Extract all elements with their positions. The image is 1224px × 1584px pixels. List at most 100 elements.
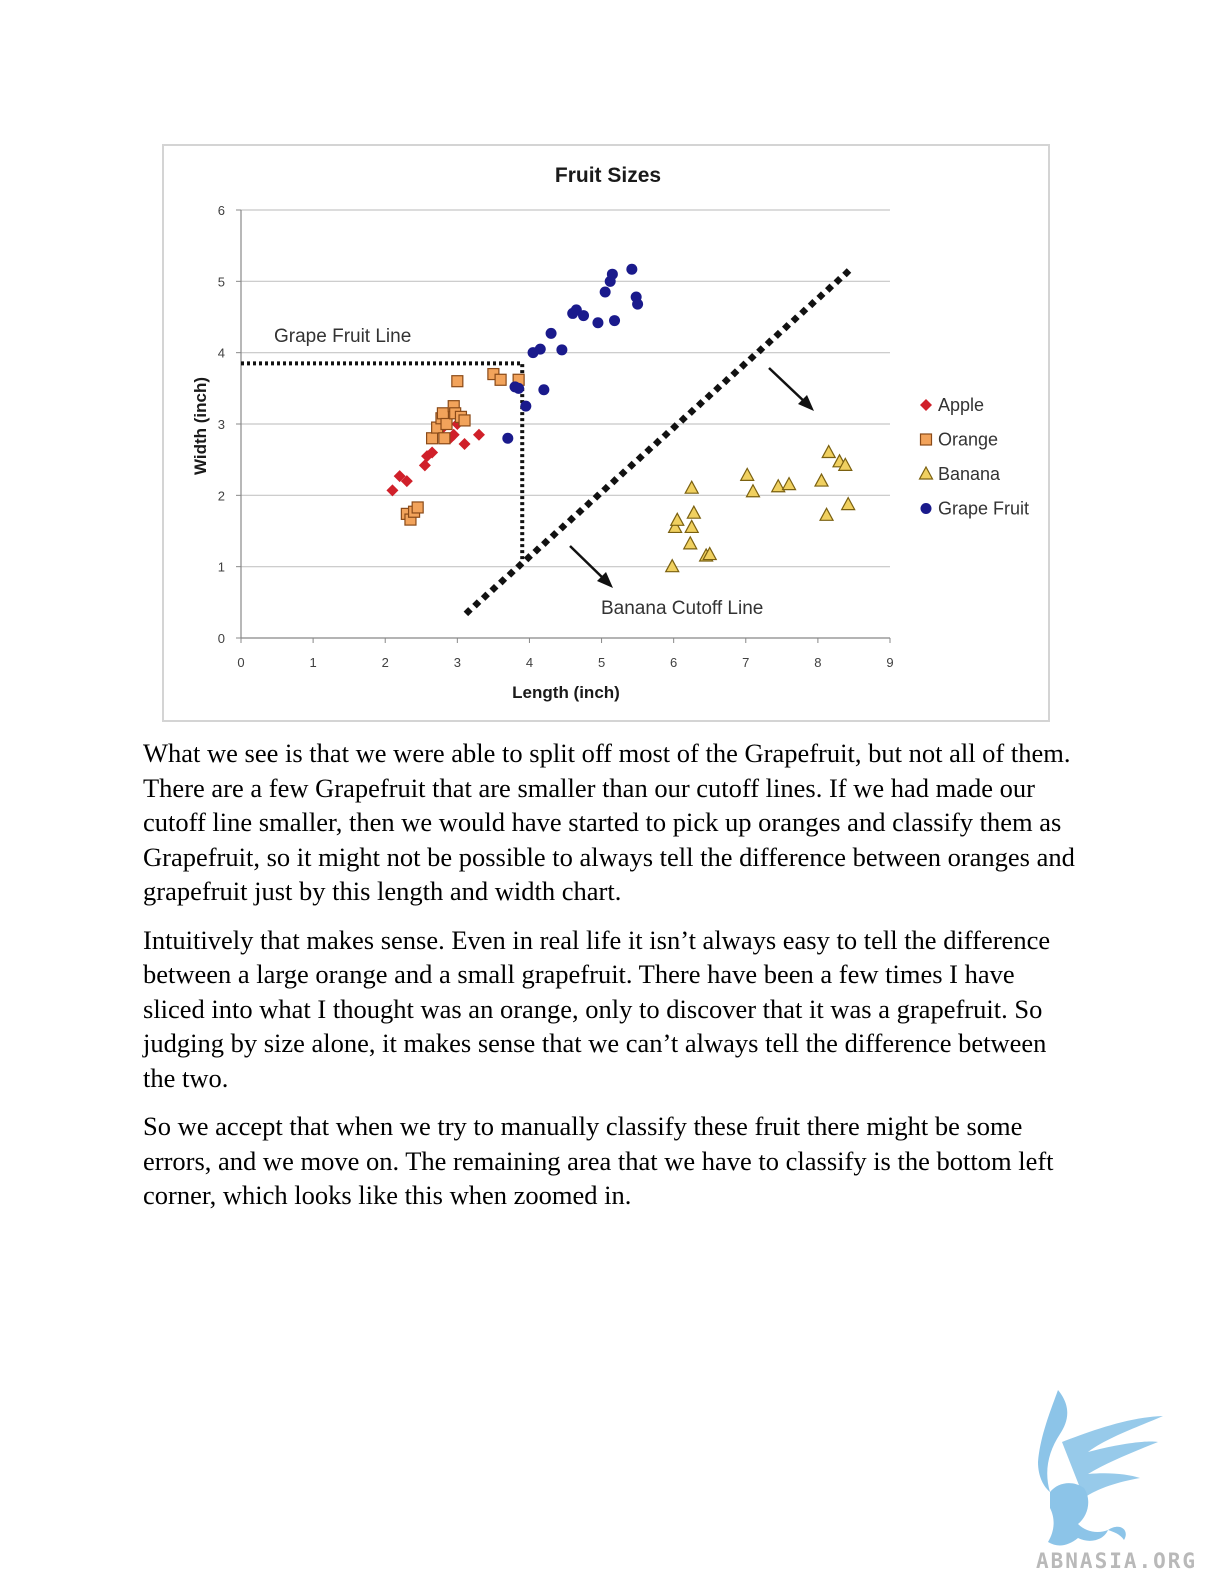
grape-fruit-point (502, 432, 514, 444)
legend-marker-grape-fruit (920, 503, 932, 514)
y-tick-label: 2 (218, 488, 225, 503)
orange-point (458, 414, 471, 427)
banana-cutoff-line-dot (618, 468, 628, 478)
banana-cutoff-line-dot (695, 399, 705, 409)
banana-cutoff-line-dot (764, 337, 774, 347)
banana-cutoff-line-dot (652, 437, 662, 447)
body-text: What we see is that we were able to spli… (143, 736, 1083, 1227)
orange-point (438, 432, 451, 445)
chart-frame: 0 1 2 3 4 5 6 0 1 2 3 4 5 6 7 8 9 Fruit Sizes Length (in… (162, 144, 1050, 722)
banana-cutoff-line-dot (704, 391, 714, 401)
y-tick-label: 0 (218, 631, 225, 646)
banana-cutoff-line-dot (601, 483, 611, 493)
banana-cutoff-line-dot (790, 314, 800, 324)
arrow-to-banana-cutoff-label (569, 545, 613, 588)
axes: 0 1 2 3 4 5 6 0 1 2 3 4 5 6 7 8 9 (218, 203, 894, 670)
banana-point (745, 483, 761, 498)
banana-cutoff-line-dot (842, 268, 852, 278)
banana-cutoff-line-dot (816, 291, 826, 301)
y-axis-title: Width (inch) (191, 377, 210, 475)
y-tick-label: 6 (218, 203, 225, 218)
banana-cutoff-line-dot (635, 453, 645, 463)
banana-cutoff-line-dot (523, 553, 533, 563)
x-tick-label: 2 (382, 655, 389, 670)
banana-point (682, 535, 698, 550)
grape-fruit-point (592, 317, 604, 329)
banana-point (684, 479, 700, 494)
grape-fruit-point (538, 384, 550, 396)
grape-fruit-point (534, 343, 546, 355)
grid-lines (241, 209, 890, 568)
grape-fruit-point (545, 327, 557, 339)
paragraph: Intuitively that makes sense. Even in re… (143, 924, 1051, 1093)
paragraph: What we see is that we were able to spli… (143, 738, 1075, 906)
x-tick-label: 7 (742, 655, 749, 670)
apple-point (447, 428, 460, 441)
grape-fruit-cutoff-line (241, 361, 525, 560)
grape-fruit-point (632, 298, 644, 310)
banana-cutoff-line-dot (575, 506, 585, 517)
banana-cutoff-line-dot (506, 568, 516, 578)
banana-cutoff-line-dot (661, 429, 671, 440)
banana-point (686, 504, 702, 519)
apple-point (393, 470, 406, 483)
orange-point (494, 373, 507, 386)
legend: Apple Orange Banana Grape Fruit (918, 395, 1029, 519)
banana-point (781, 476, 797, 491)
x-tick-label: 0 (237, 655, 244, 670)
data-points (386, 263, 856, 573)
banana-cutoff-line-dot (627, 460, 637, 470)
fruit-sizes-scatter-chart: 0 1 2 3 4 5 6 0 1 2 3 4 5 6 7 8 9 Fruit Sizes Length (in… (191, 164, 1029, 702)
banana-cutoff-line-dot (747, 352, 757, 363)
banana-cutoff-line-dot (515, 560, 525, 570)
banana-point (821, 444, 837, 459)
banana-cutoff-line-dot (678, 414, 688, 424)
apple-point (400, 475, 413, 488)
banana-cutoff-line-dot (566, 514, 576, 524)
griffin-logo-icon (1038, 1390, 1163, 1546)
y-tick-label: 1 (218, 560, 225, 575)
legend-label-banana: Banana (938, 464, 1001, 484)
legend-label-apple: Apple (938, 395, 984, 415)
cutoff-lines (241, 268, 852, 617)
banana-point (770, 478, 786, 493)
grape-fruit-point (556, 344, 568, 356)
legend-label-orange: Orange (938, 430, 998, 450)
banana-cutoff-line-dot (549, 530, 559, 540)
banana-point (684, 519, 700, 534)
orange-point (411, 501, 424, 514)
apple-point (472, 428, 485, 441)
banana-point (739, 467, 755, 481)
grape-fruit-point (599, 286, 611, 298)
x-tick-label: 9 (886, 655, 893, 670)
orange-point (425, 432, 439, 445)
banana-cutoff-line-dot (833, 275, 843, 285)
banana-cutoff-line-dot (463, 607, 473, 617)
banana-cutoff-line-dot (738, 360, 749, 370)
y-tick-label: 4 (218, 346, 225, 361)
x-tick-label: 4 (526, 655, 533, 670)
banana-cutoff-line-dot (721, 376, 731, 386)
banana-cutoff-line-dot (730, 368, 740, 378)
x-tick-label: 8 (814, 655, 821, 670)
grape-fruit-point (609, 315, 621, 327)
apple-point (426, 446, 439, 459)
apple-point (418, 459, 431, 472)
banana-cutoff-line-dot (644, 445, 654, 455)
banana-cutoff-line-dot (824, 283, 835, 293)
orange-point (440, 417, 453, 431)
banana-cutoff-line-dot (773, 329, 783, 339)
x-tick-label: 5 (598, 655, 605, 670)
banana-cutoff-line-dot (558, 522, 568, 532)
legend-marker-apple (920, 399, 932, 411)
x-tick-label: 1 (309, 655, 316, 670)
grape-fruit-point (513, 382, 525, 394)
banana-cutoff-line-dot (781, 322, 792, 332)
banana-cutoff-line-dot (713, 383, 723, 393)
banana-cutoff-line-dot (532, 545, 542, 555)
banana-cutoff-line-dot (687, 406, 697, 416)
banana-cutoff-line-dot (498, 576, 508, 586)
banana-point (840, 496, 856, 511)
apple-point (458, 437, 471, 450)
paragraph: So we accept that when we try to manuall… (143, 1111, 1054, 1210)
